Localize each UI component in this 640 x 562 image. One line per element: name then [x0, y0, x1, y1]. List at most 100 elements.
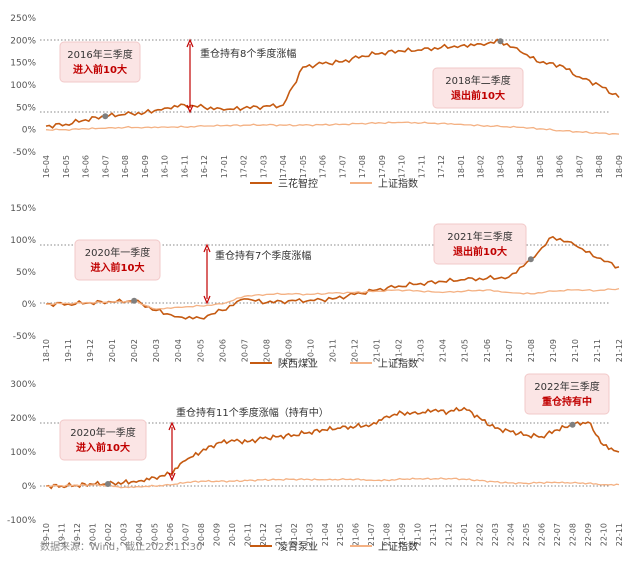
entry-annotation-line2: 进入前10大	[76, 441, 130, 454]
x-tick-label: 21-12	[445, 523, 454, 546]
y-tick-label: 200%	[10, 414, 36, 424]
span-arrow-head-bottom	[168, 472, 176, 482]
x-tick-label: 20-04	[135, 523, 144, 546]
y-tick-label: -100%	[7, 516, 36, 526]
legend-label-1: 三花智控	[278, 177, 318, 190]
x-tick-label: 22-04	[507, 523, 516, 546]
y-tick-label: 0%	[22, 482, 37, 492]
x-tick-label: 21-01	[274, 523, 283, 546]
exit-annotation-line1: 2021年三季度	[447, 230, 512, 243]
entry-annotation-line1: 2020年一季度	[70, 426, 135, 439]
x-tick-label: 16-12	[200, 155, 209, 178]
x-tick-label: 18-08	[595, 155, 604, 178]
span-arrow-head-top	[203, 243, 211, 253]
x-tick-label: 21-10	[414, 523, 423, 546]
x-tick-label: 20-02	[130, 339, 139, 362]
x-tick-label: 21-05	[461, 339, 470, 362]
y-tick-label: -50%	[13, 332, 37, 342]
x-tick-label: 16-11	[180, 155, 189, 178]
x-tick-label: 20-08	[262, 339, 271, 362]
span-arrow-head-top	[186, 38, 194, 48]
y-tick-label: 50%	[16, 268, 36, 278]
x-tick-label: 22-07	[553, 523, 562, 546]
x-tick-label: 17-07	[338, 155, 347, 178]
x-tick-label: 20-01	[108, 339, 117, 362]
entry-annotation-line2: 进入前10大	[91, 261, 145, 274]
exit-marker	[569, 421, 576, 428]
y-tick-label: 0%	[22, 300, 37, 310]
x-tick-label: 18-01	[457, 155, 466, 178]
x-tick-label: 17-05	[299, 155, 308, 178]
x-tick-label: 20-07	[181, 523, 190, 546]
y-tick-label: 150%	[10, 204, 36, 214]
entry-annotation-box	[74, 239, 161, 281]
x-tick-label: 16-08	[121, 155, 130, 178]
x-tick-label: 21-03	[417, 339, 426, 362]
x-tick-label: 16-09	[141, 155, 150, 178]
x-tick-label: 20-06	[166, 523, 175, 546]
series-line-1	[45, 38, 620, 129]
series-line-2	[45, 287, 620, 310]
x-tick-label: 21-05	[336, 523, 345, 546]
x-tick-label: 16-06	[82, 155, 91, 178]
data-source-note: 数据来源：Wind，截止2022.11.30	[40, 542, 203, 553]
x-tick-label: 21-04	[321, 523, 330, 546]
legend-label-2: 上证指数	[378, 540, 418, 553]
x-tick-label: 20-03	[119, 523, 128, 546]
entry-annotation-line2: 进入前10大	[73, 63, 127, 76]
x-tick-label: 21-06	[352, 523, 361, 546]
x-tick-label: 20-09	[212, 523, 221, 546]
x-tick-label: 17-10	[398, 155, 407, 178]
x-tick-label: 21-08	[383, 523, 392, 546]
series-line-2	[45, 121, 620, 136]
x-tick-label: 18-05	[536, 155, 545, 178]
x-tick-label: 21-12	[615, 339, 624, 362]
y-tick-label: 150%	[10, 59, 36, 69]
x-tick-label: 20-05	[150, 523, 159, 546]
x-tick-label: 21-02	[395, 339, 404, 362]
x-tick-label: 20-10	[228, 523, 237, 546]
x-tick-label: 21-08	[527, 339, 536, 362]
x-tick-label: 17-02	[240, 155, 249, 178]
x-tick-label: 20-12	[259, 523, 268, 546]
x-tick-label: 20-11	[329, 339, 338, 362]
x-tick-label: 19-11	[64, 339, 73, 362]
series-line-2	[45, 477, 620, 489]
y-tick-label: 0%	[22, 126, 37, 136]
x-tick-label: 17-12	[437, 155, 446, 178]
x-tick-label: 22-01	[460, 523, 469, 546]
y-tick-label: 300%	[10, 380, 36, 390]
y-tick-label: 250%	[10, 14, 36, 24]
y-tick-label: 100%	[10, 81, 36, 91]
exit-annotation-box	[433, 223, 527, 265]
x-tick-label: 18-07	[575, 155, 584, 178]
x-tick-label: 20-05	[196, 339, 205, 362]
x-tick-label: 17-11	[417, 155, 426, 178]
x-tick-label: 22-11	[615, 523, 624, 546]
x-tick-label: 17-08	[358, 155, 367, 178]
x-tick-label: 20-12	[351, 339, 360, 362]
entry-annotation-line1: 2020年一季度	[85, 246, 150, 259]
y-tick-label: 100%	[10, 448, 36, 458]
x-tick-label: 21-01	[373, 339, 382, 362]
x-tick-label: 19-10	[42, 523, 51, 546]
x-tick-label: 22-08	[569, 523, 578, 546]
x-tick-label: 21-09	[398, 523, 407, 546]
chart-panel-1: 250% 200% 150% 100% 50% 0% -50% 16-04 16-05 16-06…	[10, 14, 624, 190]
exit-annotation-box	[524, 373, 610, 415]
x-tick-label: 20-04	[174, 339, 183, 362]
series-line-1	[45, 406, 620, 490]
legend-label-2: 上证指数	[378, 357, 418, 370]
y-tick-label: -50%	[13, 148, 37, 158]
x-tick-label: 19-11	[57, 523, 66, 546]
entry-annotation-line1: 2016年三季度	[67, 48, 132, 61]
x-tick-label: 19-12	[73, 523, 82, 546]
x-tick-label: 17-09	[378, 155, 387, 178]
x-tick-label: 18-06	[556, 155, 565, 178]
x-tick-label: 18-09	[615, 155, 624, 178]
x-tick-label: 22-05	[522, 523, 531, 546]
y-tick-label: 100%	[10, 236, 36, 246]
x-tick-label: 18-02	[477, 155, 486, 178]
x-tick-label: 20-03	[152, 339, 161, 362]
exit-annotation-line1: 2018年二季度	[445, 74, 510, 87]
